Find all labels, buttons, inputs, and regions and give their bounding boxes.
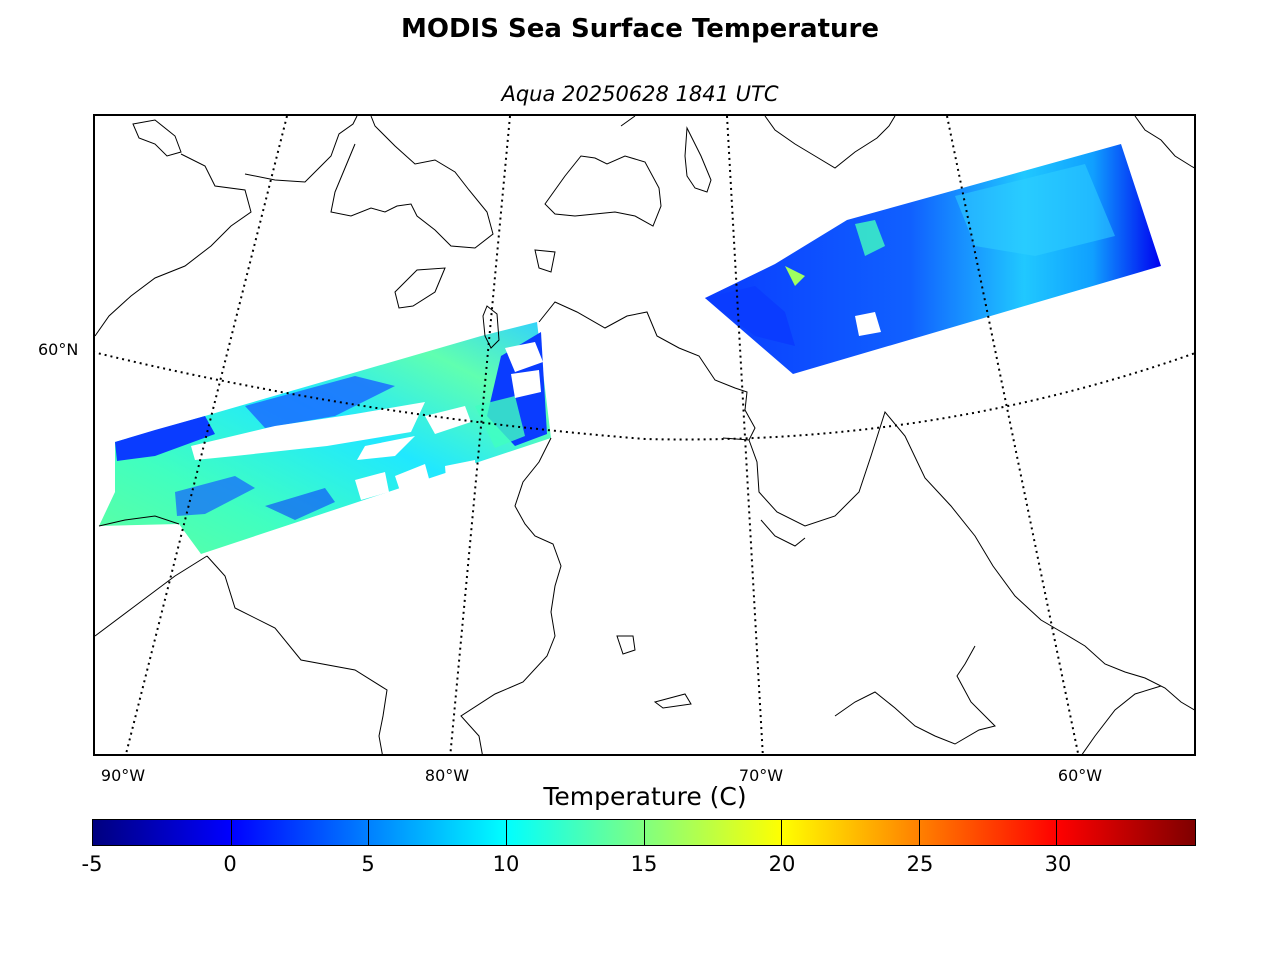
colorbar-tick-label: 10 xyxy=(492,852,520,876)
colorbar-tick-label: 0 xyxy=(223,852,237,876)
colorbar-tick-label: 30 xyxy=(1044,852,1072,876)
graticule xyxy=(95,116,1194,754)
chart-title: MODIS Sea Surface Temperature xyxy=(401,14,879,44)
colorbar-tick-label: -5 xyxy=(81,852,103,876)
colorbar-tick xyxy=(781,820,783,845)
colorbar-tick xyxy=(230,820,232,845)
colorbar-tick xyxy=(505,820,507,845)
colorbar xyxy=(92,819,1196,846)
map-frame xyxy=(93,114,1196,756)
colorbar-tick xyxy=(368,820,370,845)
east-swath xyxy=(705,144,1161,374)
lon-label-60w: 60°W xyxy=(1057,766,1103,785)
west-swath xyxy=(99,322,551,554)
colorbar-tick-label: 5 xyxy=(361,852,375,876)
lon-label-80w: 80°W xyxy=(424,766,470,785)
colorbar-tick xyxy=(918,820,920,845)
colorbar-tick-label: 20 xyxy=(768,852,796,876)
colorbar-tick-label: 15 xyxy=(630,852,658,876)
colorbar-tick-label: 25 xyxy=(906,852,934,876)
map-svg xyxy=(95,116,1194,754)
lat-label-60n: 60°N xyxy=(38,340,79,359)
colorbar-title: Temperature (C) xyxy=(543,782,747,811)
coastlines xyxy=(95,116,1194,754)
colorbar-tick xyxy=(643,820,645,845)
lon-label-90w: 90°W xyxy=(100,766,146,785)
lon-label-70w: 70°W xyxy=(738,766,784,785)
colorbar-tick xyxy=(1056,820,1058,845)
chart-subtitle: Aqua 20250628 1841 UTC xyxy=(501,82,779,106)
